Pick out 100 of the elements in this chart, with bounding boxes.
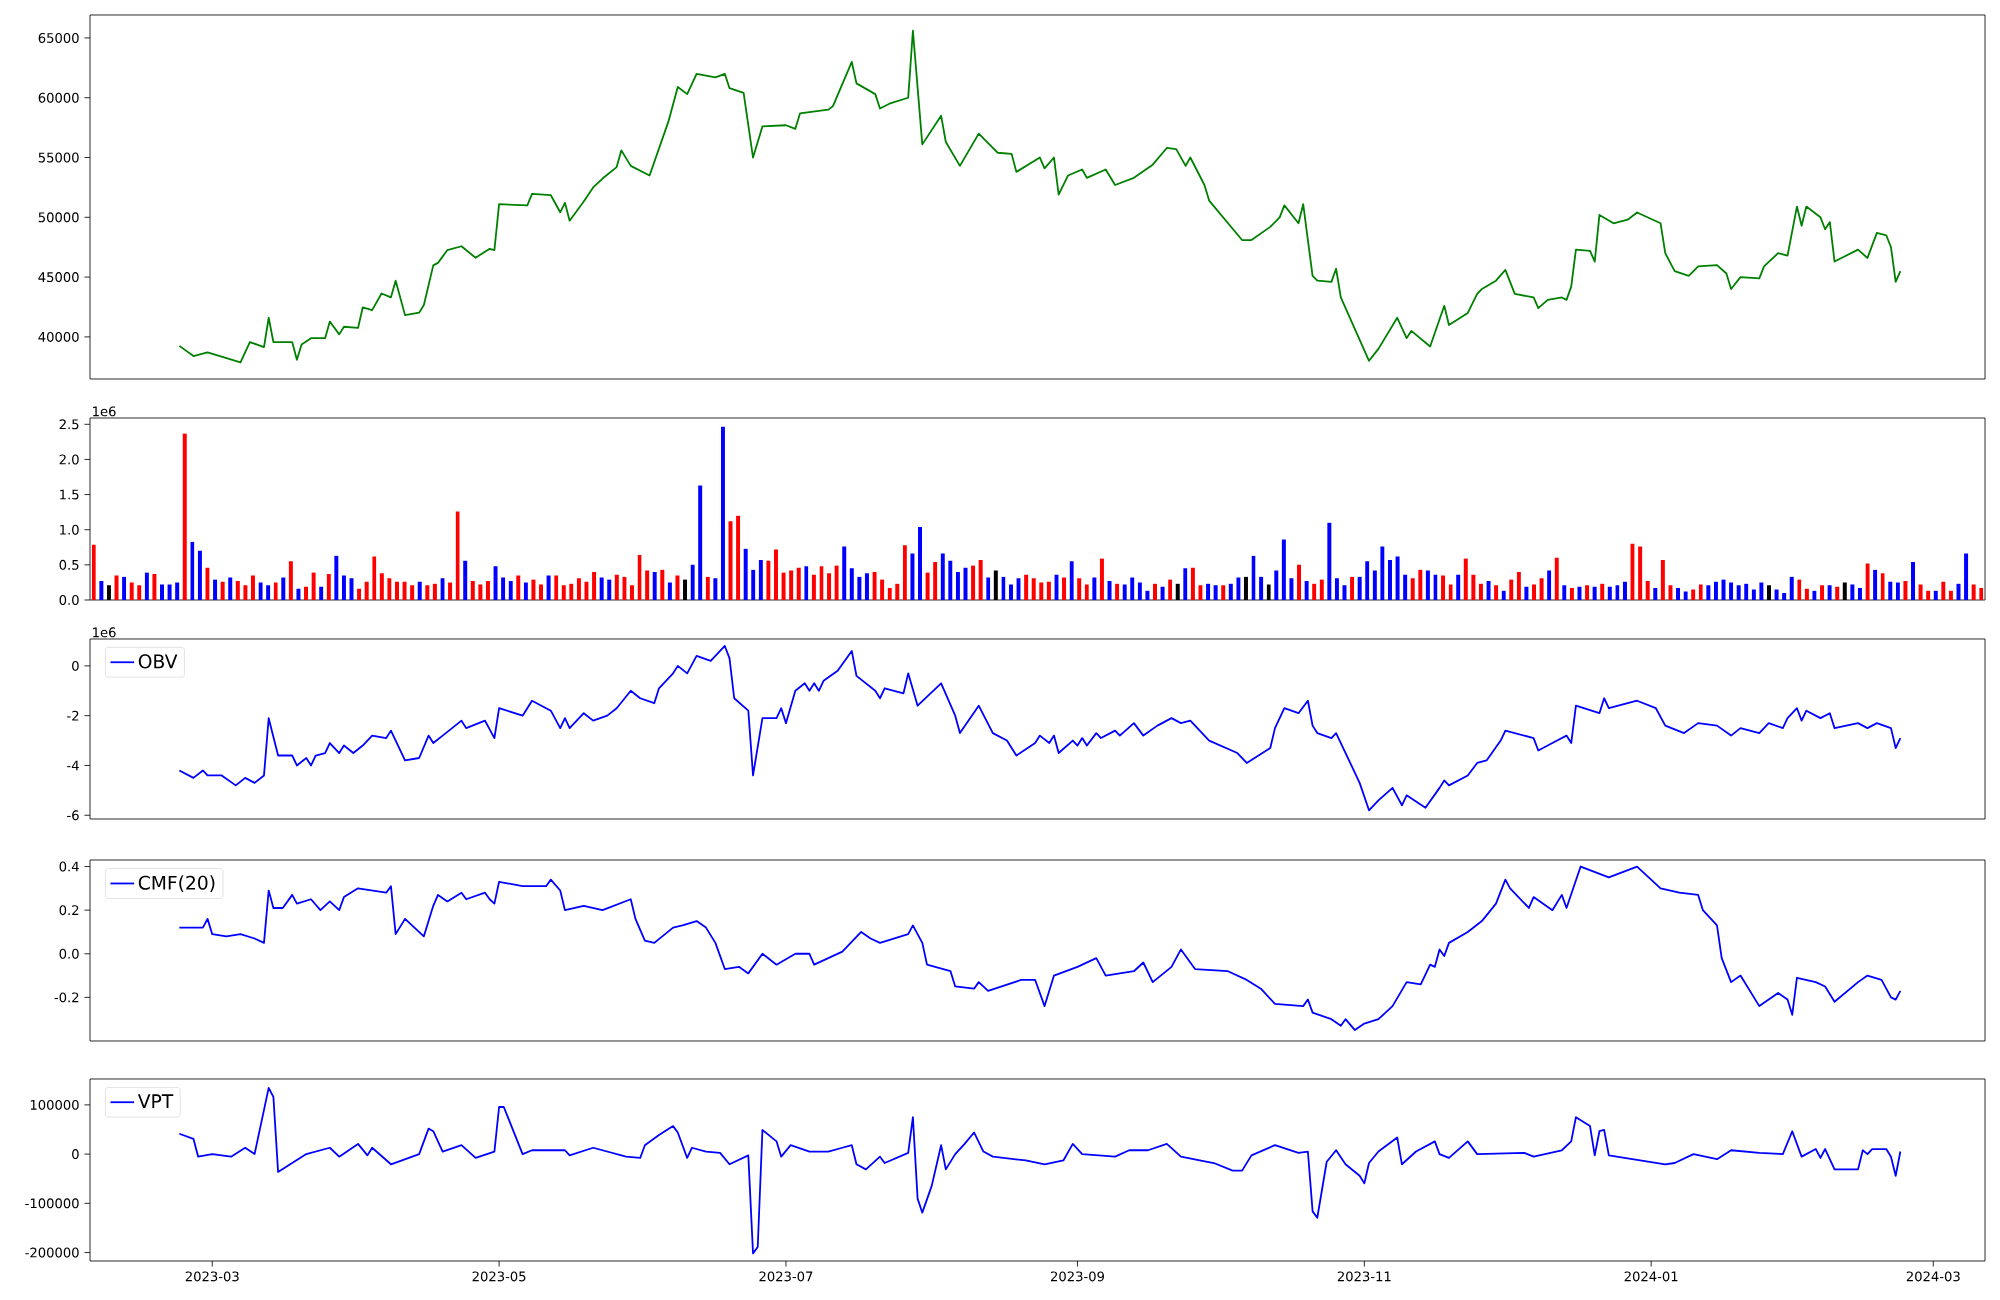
bar <box>485 581 490 600</box>
x-tick-label: 2024-03 <box>1906 1271 1960 1282</box>
bar <box>713 578 718 600</box>
bar <box>1759 582 1764 600</box>
bar <box>1046 581 1051 600</box>
bar <box>1532 584 1537 600</box>
bar <box>1501 590 1506 600</box>
bar <box>1221 585 1226 600</box>
bar <box>607 579 612 600</box>
bar <box>569 583 574 600</box>
bar <box>1403 574 1408 600</box>
legend-label: VPT <box>137 1094 174 1108</box>
bar <box>1062 577 1067 600</box>
bar <box>160 584 165 600</box>
bar <box>1069 561 1074 600</box>
bar <box>629 585 634 600</box>
bar <box>1486 581 1491 600</box>
bar <box>1622 581 1627 600</box>
bar <box>1865 563 1870 600</box>
bar <box>1281 539 1286 600</box>
bar <box>1441 575 1446 600</box>
bar <box>493 566 498 600</box>
y-tick-label: 100000 <box>30 1099 79 1110</box>
bar <box>1577 586 1582 600</box>
bar <box>720 426 725 600</box>
bar <box>1024 574 1029 600</box>
bar <box>1971 584 1976 600</box>
text: 1e6 <box>93 627 116 638</box>
bar <box>1789 576 1794 600</box>
bar <box>940 553 945 600</box>
bar <box>1372 570 1377 600</box>
bar <box>137 585 142 600</box>
line-series <box>178 645 1902 812</box>
bar <box>978 559 983 600</box>
bar <box>129 582 134 600</box>
bar <box>1926 590 1931 600</box>
bar <box>288 561 293 600</box>
bar <box>296 588 301 600</box>
bar <box>508 581 513 600</box>
bar <box>319 586 324 600</box>
bar <box>478 584 483 600</box>
bar <box>1198 585 1203 600</box>
bar <box>1304 581 1309 600</box>
bar <box>925 572 930 600</box>
bar <box>1903 581 1908 600</box>
bar <box>1357 576 1362 600</box>
bar <box>1956 583 1961 600</box>
bar <box>1683 591 1688 600</box>
bar <box>880 579 885 600</box>
bar <box>743 548 748 600</box>
bar <box>736 515 741 600</box>
bar <box>660 569 665 600</box>
bar <box>501 577 506 600</box>
bar <box>1115 583 1120 600</box>
bar <box>1600 583 1605 600</box>
bar <box>1380 546 1385 600</box>
bar <box>341 575 346 600</box>
y-tick-label: -0.2 <box>54 992 79 1003</box>
bar <box>1008 584 1013 600</box>
bar <box>592 571 597 600</box>
bar <box>918 526 923 600</box>
bar <box>1918 584 1923 600</box>
bar <box>842 546 847 600</box>
bar <box>1524 586 1529 600</box>
legend-label: CMF(20) <box>138 875 215 892</box>
bar <box>417 581 422 600</box>
bar <box>516 575 521 600</box>
y-tick-label: 0 <box>72 1149 79 1160</box>
y-tick-label: -100000 <box>25 1198 79 1209</box>
bar <box>1516 571 1521 600</box>
bar <box>1782 592 1787 600</box>
bar <box>1387 559 1392 600</box>
bar <box>1153 583 1157 600</box>
bar <box>228 577 233 600</box>
bar <box>258 582 263 600</box>
bar <box>1592 586 1597 600</box>
bar <box>645 570 650 600</box>
bar <box>1539 578 1544 600</box>
bar <box>1463 558 1468 600</box>
bar <box>1751 589 1756 600</box>
bar <box>1365 561 1370 600</box>
bar <box>1206 583 1211 600</box>
bar <box>1145 590 1150 600</box>
bar <box>1736 585 1741 600</box>
bar <box>1835 586 1840 600</box>
y-tick-label: 65000 <box>38 32 79 43</box>
bar <box>705 576 710 600</box>
bar <box>1585 585 1590 600</box>
y-tick-label: 0.0 <box>59 948 79 959</box>
bar <box>281 577 286 600</box>
bar <box>1638 546 1643 600</box>
bar <box>379 573 384 600</box>
y-tick-label: 50000 <box>38 212 79 223</box>
bar <box>250 575 255 600</box>
bar <box>857 576 862 600</box>
bar <box>1509 579 1514 600</box>
bar <box>463 560 468 600</box>
bar <box>1494 585 1499 600</box>
bar <box>728 521 733 600</box>
bar <box>1676 588 1681 600</box>
